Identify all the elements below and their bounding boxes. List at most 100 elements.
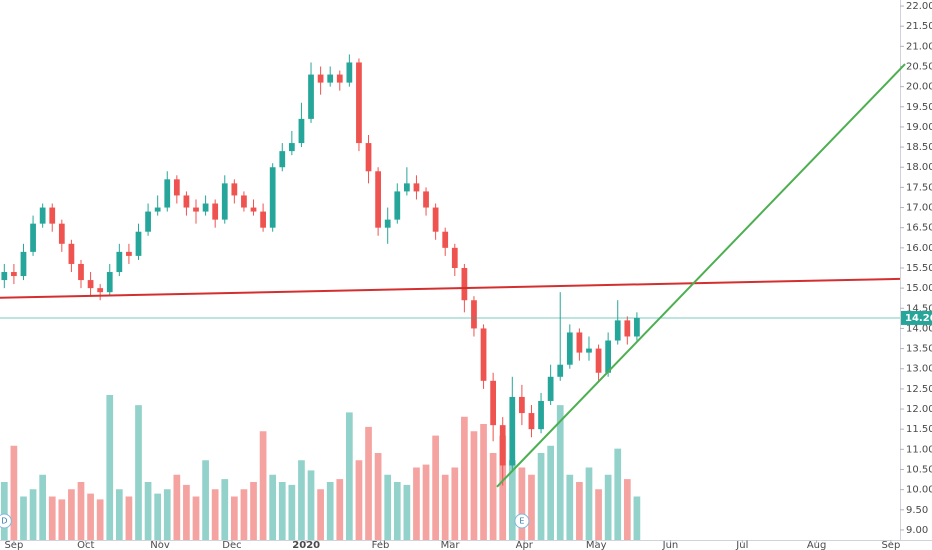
candle-body — [250, 207, 257, 212]
y-tick-label: 10.50 — [906, 464, 932, 475]
volume-bar — [556, 405, 564, 540]
candle-body — [126, 251, 132, 256]
volume-bar — [192, 496, 200, 540]
volume-bar — [10, 445, 18, 540]
candle-body — [317, 74, 324, 83]
volume-bar — [374, 453, 382, 540]
y-tick-label: 9.50 — [906, 505, 928, 516]
volume-bar — [173, 474, 181, 540]
candle-body — [557, 364, 564, 377]
candle-body — [241, 195, 247, 208]
event-label: E — [519, 517, 524, 526]
candle-body — [413, 183, 420, 192]
candle-body — [221, 183, 228, 220]
trend-line — [496, 63, 906, 488]
x-tick-label: Dec — [222, 540, 241, 550]
volume-bar — [499, 435, 507, 540]
y-tick-label: 18.00 — [906, 162, 932, 173]
volume-bar — [202, 460, 209, 540]
candle-body — [634, 317, 640, 337]
volume-bar — [614, 448, 622, 540]
event-marker — [0, 513, 12, 529]
candle-body — [202, 203, 209, 212]
volume-bar — [211, 489, 219, 540]
volume-bar — [336, 479, 344, 540]
volume-bar — [68, 489, 75, 540]
candle-layer — [1, 54, 640, 486]
candle-body — [461, 267, 468, 301]
last-price-label: 14.26 — [905, 313, 932, 324]
candle-body — [547, 376, 554, 401]
candle-body — [499, 425, 506, 466]
volume-bar — [422, 464, 430, 540]
y-tick-label: 15.00 — [906, 283, 932, 294]
candle-body — [509, 396, 516, 466]
candle-body — [30, 223, 36, 252]
volume-bar — [125, 496, 133, 540]
volume-bar — [48, 496, 56, 540]
volume-bar — [355, 460, 363, 540]
volume-bar — [576, 482, 583, 540]
volume-bar — [595, 489, 602, 540]
candle-body — [538, 400, 544, 430]
candle-body — [471, 300, 477, 329]
volume-bar — [163, 489, 171, 540]
candle-body — [528, 413, 535, 430]
volume-bar — [403, 484, 411, 540]
volume-bar — [470, 431, 478, 540]
candle-body — [164, 179, 171, 208]
volume-bar — [269, 474, 277, 540]
event-marker — [514, 513, 530, 529]
x-tick-label: 2020 — [292, 540, 320, 550]
x-tick-label: Nov — [150, 540, 170, 550]
candle-body — [97, 288, 104, 293]
candle-body — [605, 340, 612, 373]
y-tick-label: 16.50 — [906, 223, 932, 234]
candle-body — [451, 247, 458, 268]
candle-body — [365, 143, 372, 172]
volume-bar — [413, 467, 420, 540]
candle-body — [356, 62, 362, 144]
candle-body — [346, 62, 353, 83]
candle-body — [375, 171, 381, 228]
candle-body — [480, 328, 487, 381]
volume-bar — [604, 474, 612, 540]
x-tick-label: Sep — [881, 540, 900, 550]
volume-bar — [29, 489, 37, 540]
candle-body — [490, 380, 497, 426]
candle-body — [423, 191, 429, 208]
volume-bar — [307, 470, 315, 540]
candle-body — [586, 348, 592, 353]
candle-body — [135, 231, 142, 256]
y-tick-label: 21.00 — [906, 41, 932, 52]
y-tick-label: 20.00 — [906, 82, 932, 93]
volume-bar — [451, 467, 459, 540]
candle-body — [327, 74, 334, 83]
volume-bar — [20, 496, 27, 540]
last-price-box — [901, 310, 932, 325]
volume-layer — [0, 395, 641, 540]
x-tick-label: Oct — [77, 540, 94, 550]
y-tick-label: 12.50 — [906, 384, 932, 395]
candle-body — [279, 151, 286, 168]
volume-bar — [96, 499, 104, 540]
y-tick-label: 14.00 — [906, 323, 932, 334]
volume-bar — [240, 489, 248, 540]
volume-bar — [489, 453, 497, 540]
candle-body — [145, 211, 151, 232]
candle-body — [49, 207, 56, 224]
candle-body — [106, 272, 113, 293]
y-tick-label: 19.50 — [906, 102, 932, 113]
candle-body — [173, 179, 180, 196]
x-tick-label: Sep — [4, 540, 23, 550]
candle-body — [1, 272, 8, 281]
candle-body — [116, 251, 123, 273]
volume-bar — [298, 460, 305, 540]
volume-bar — [259, 431, 267, 540]
volume-bar — [230, 496, 238, 540]
candle-body — [269, 167, 276, 228]
volume-bar — [106, 395, 114, 540]
candle-body — [260, 211, 266, 228]
y-tick-label: 13.50 — [906, 344, 932, 355]
